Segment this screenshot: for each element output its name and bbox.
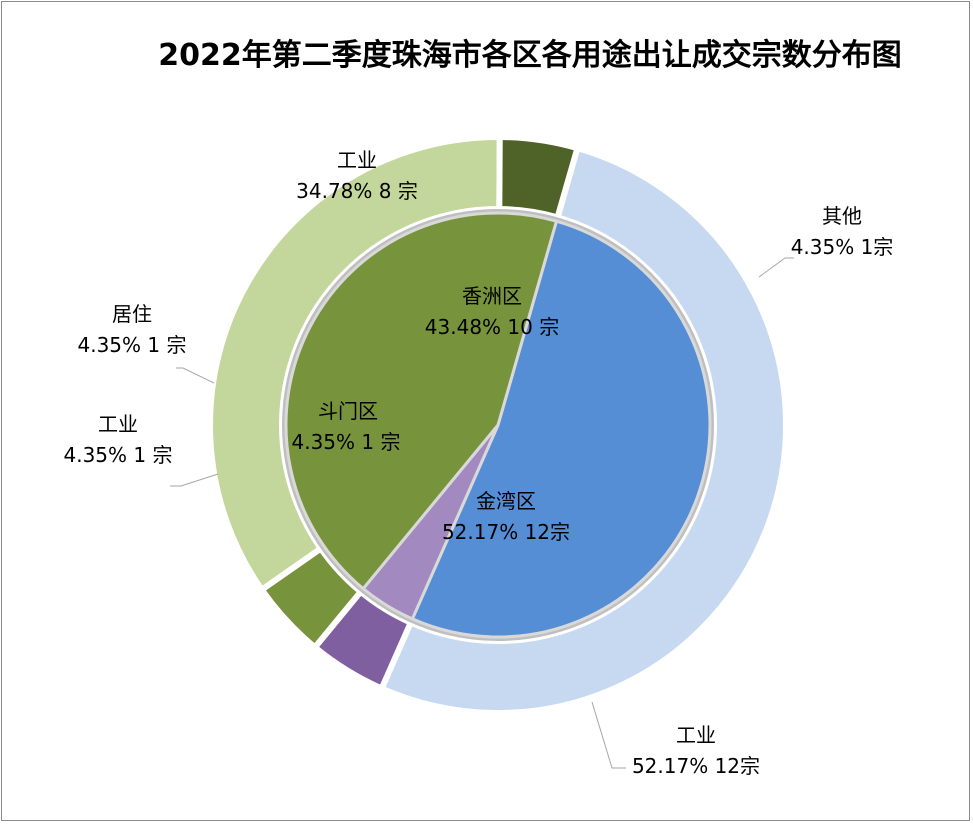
outer-leader-line-0 bbox=[591, 701, 626, 769]
inner-label-name-0: 金湾区 bbox=[476, 489, 536, 513]
outer-label-value-0: 52.17% 12宗 bbox=[632, 754, 760, 778]
outer-label-value-1: 4.35% 1 宗 bbox=[64, 443, 173, 467]
inner-label-value-1: 4.35% 1 宗 bbox=[292, 430, 401, 454]
outer-label-name-3: 工业 bbox=[337, 148, 377, 172]
outer-label-name-4: 其他 bbox=[822, 204, 862, 228]
inner-slice-2 bbox=[284, 211, 558, 591]
outer-label-name-2: 居住 bbox=[112, 302, 152, 326]
outer-label-value-4: 4.35% 1宗 bbox=[791, 235, 894, 259]
outer-leader-line-4 bbox=[758, 257, 794, 278]
inner-label-name-2: 香洲区 bbox=[462, 284, 522, 308]
inner-label-name-1: 斗门区 bbox=[318, 399, 378, 423]
inner-label-value-0: 52.17% 12宗 bbox=[442, 520, 570, 544]
outer-label-value-2: 4.35% 1 宗 bbox=[78, 333, 187, 357]
outer-label-name-1: 工业 bbox=[98, 412, 138, 436]
inner-label-value-2: 43.48% 10 宗 bbox=[425, 315, 559, 339]
outer-label-name-0: 工业 bbox=[676, 723, 716, 747]
inner-slice-0 bbox=[410, 219, 712, 639]
outer-leader-line-2 bbox=[176, 367, 215, 384]
outer-leader-line-1 bbox=[170, 473, 219, 487]
chart-title: 2022年第二季度珠海市各区各用途出让成交宗数分布图 bbox=[158, 38, 902, 73]
outer-label-value-3: 34.78% 8 宗 bbox=[296, 179, 418, 203]
